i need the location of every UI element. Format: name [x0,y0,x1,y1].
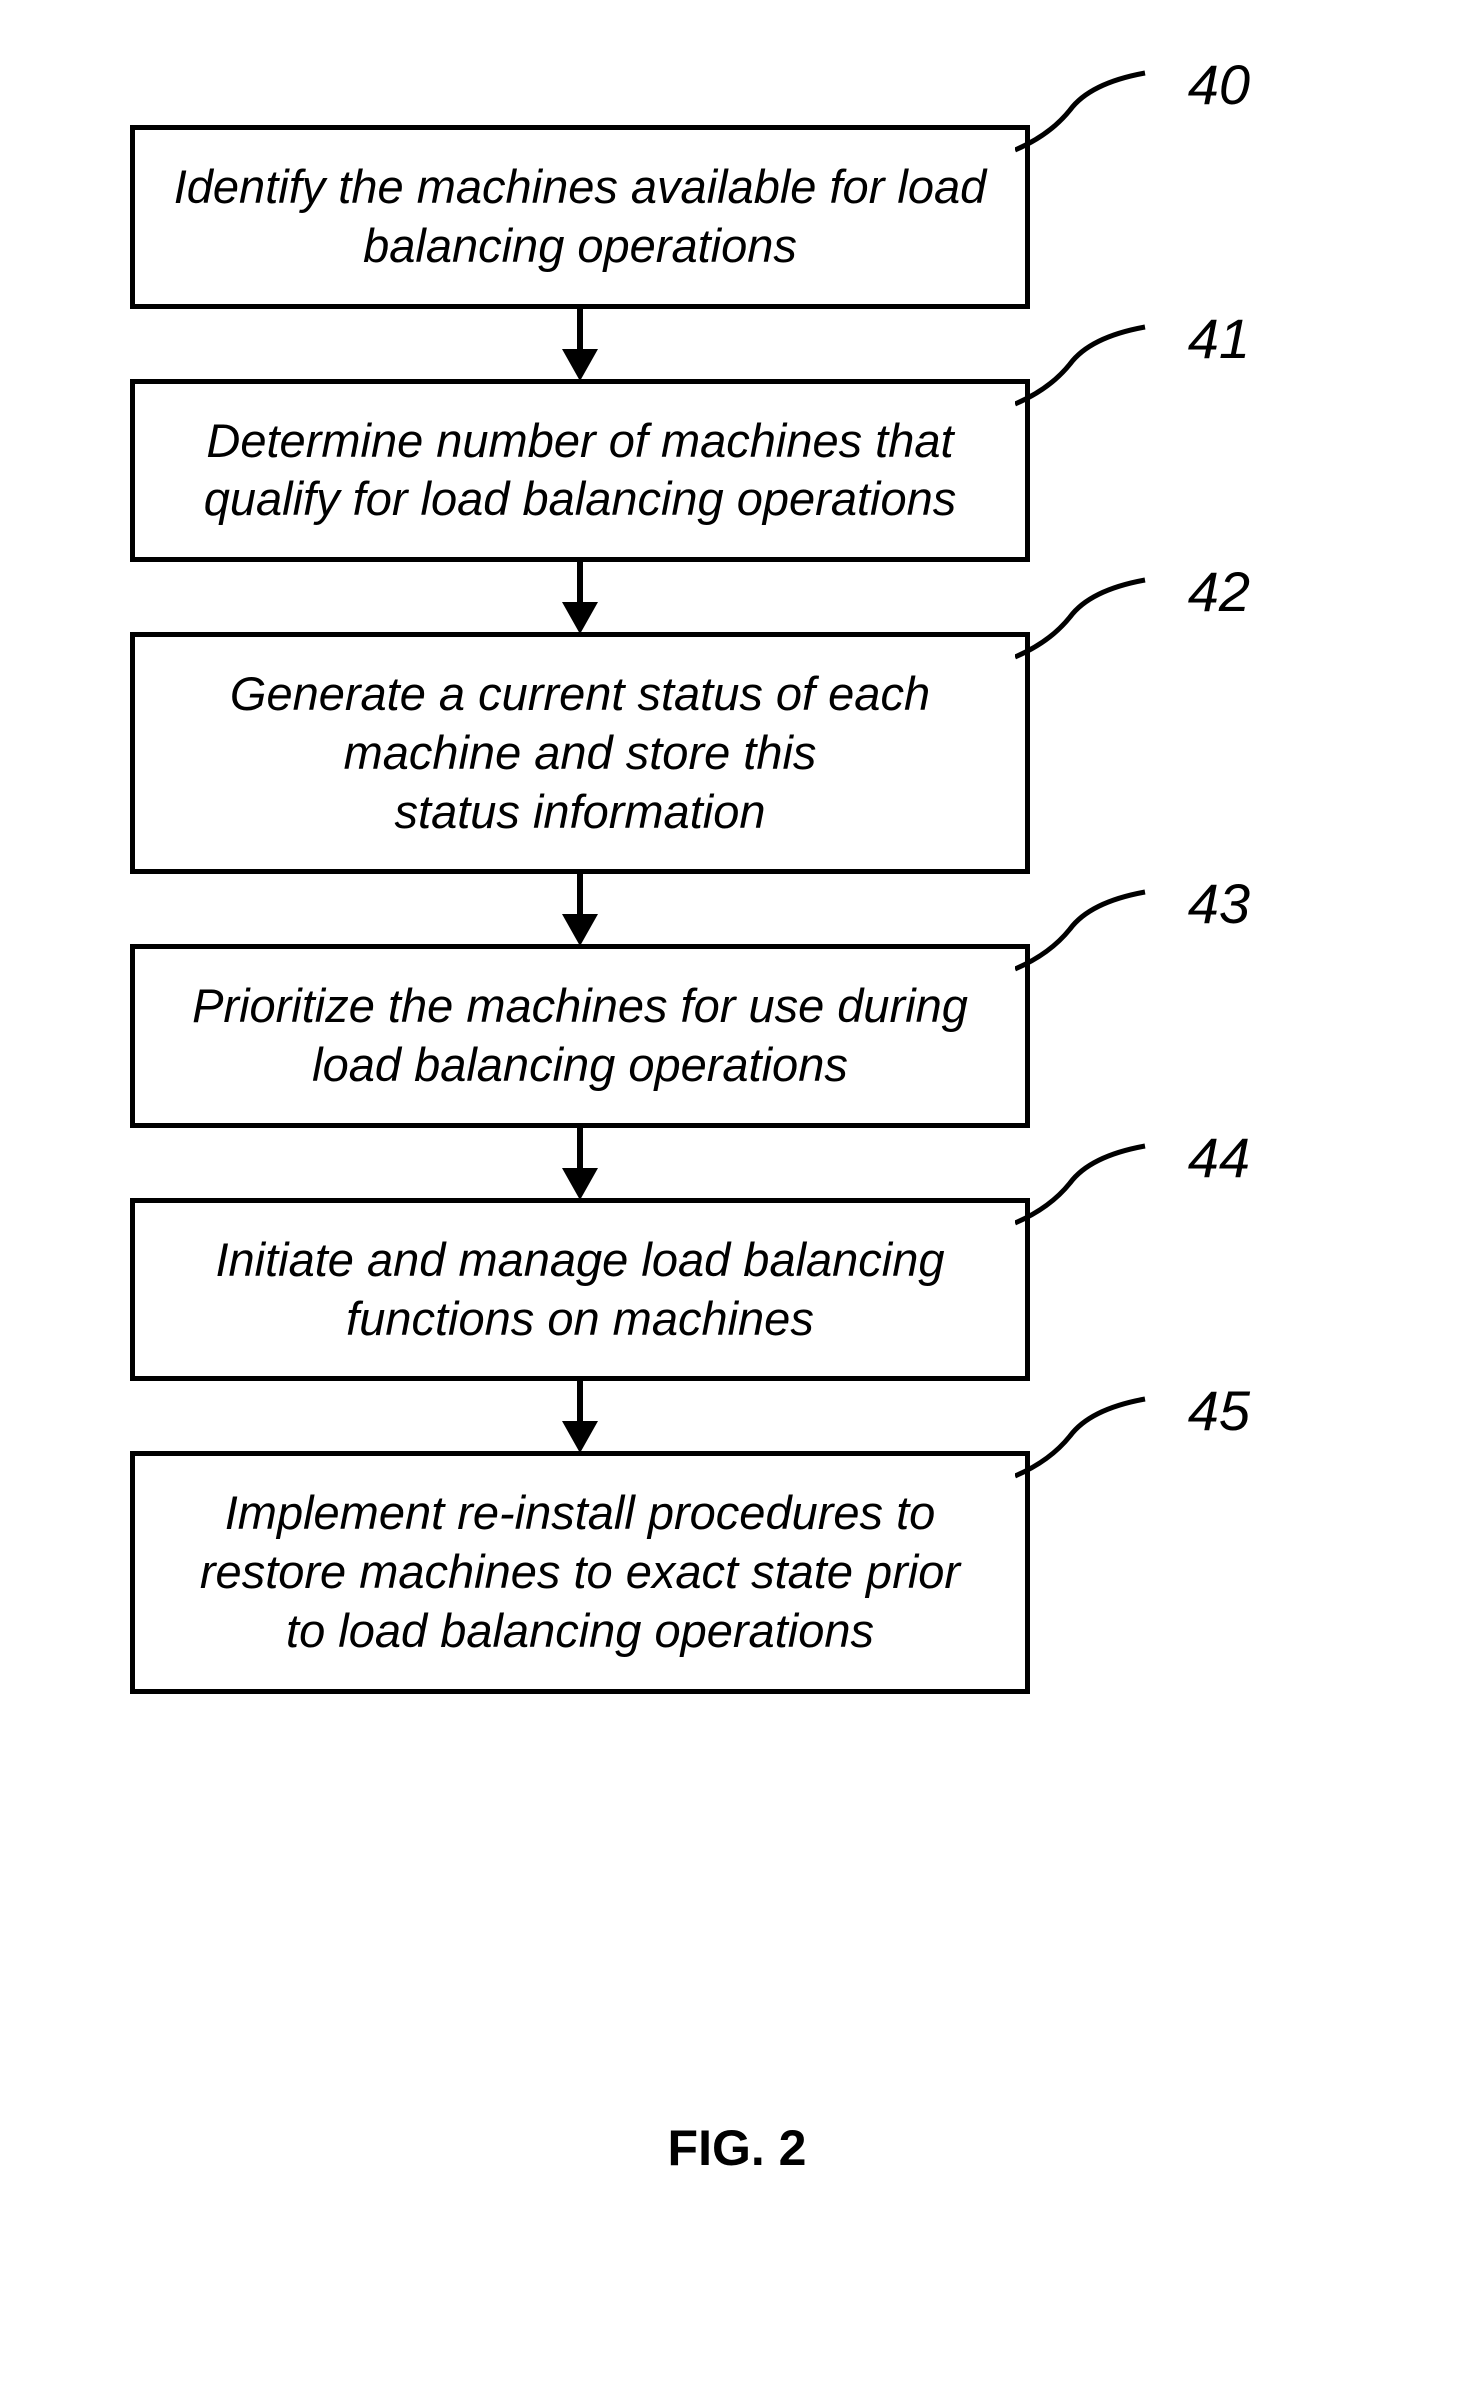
step-label: 44 [1188,1123,1250,1193]
step-label: 42 [1188,557,1250,627]
step-text: status information [395,785,766,838]
step-text: restore machines to exact state prior [200,1545,960,1598]
flow-step-42: Generate a current status of each machin… [130,632,1030,874]
step-text: Identify the machines available for load [174,160,987,213]
step-text: Determine number of machines that [206,414,953,467]
step-label: 40 [1188,50,1250,120]
step-text: Generate a current status of each [230,667,930,720]
step-text: machine and store this [344,726,817,779]
figure-caption: FIG. 2 [668,2119,807,2177]
step-text: balancing operations [363,219,797,272]
step-label: 41 [1188,304,1250,374]
flow-arrow [130,1128,1030,1198]
flow-arrow [130,874,1030,944]
flow-arrow [130,1381,1030,1451]
callout-curve [1015,1391,1155,1481]
step-text: Prioritize the machines for use during [192,979,968,1032]
step-text: to load balancing operations [286,1604,874,1657]
step-label: 43 [1188,869,1250,939]
step-text: Initiate and manage load balancing [215,1233,944,1286]
callout-curve [1015,884,1155,974]
flow-step-40: Identify the machines available for load… [130,125,1030,309]
callout-curve [1015,65,1155,155]
step-text: load balancing operations [312,1038,848,1091]
callout-curve [1015,319,1155,409]
step-label: 45 [1188,1376,1250,1446]
step-text: qualify for load balancing operations [204,472,957,525]
flow-step-45: Implement re-install procedures to resto… [130,1451,1030,1693]
flow-arrow [130,562,1030,632]
callout-curve [1015,1138,1155,1228]
step-text: functions on machines [346,1292,814,1345]
flow-step-44: Initiate and manage load balancing funct… [130,1198,1030,1382]
step-text: Implement re-install procedures to [225,1486,936,1539]
flow-step-41: Determine number of machines that qualif… [130,379,1030,563]
flow-step-43: Prioritize the machines for use during l… [130,944,1030,1128]
flow-arrow [130,309,1030,379]
callout-curve [1015,572,1155,662]
flowchart-diagram: Identify the machines available for load… [130,125,1330,1694]
